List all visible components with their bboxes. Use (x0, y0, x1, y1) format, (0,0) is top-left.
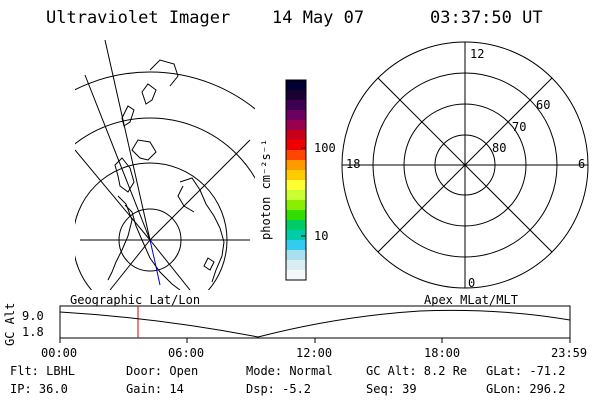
polar-label-6: 6 (578, 157, 586, 171)
colorbar-segment (286, 190, 306, 201)
polar-label-0: 0 (468, 276, 476, 290)
time-label: 03:37:50 UT (430, 8, 543, 28)
colorbar-segment (286, 100, 306, 111)
timeline-tick-0: 00:00 (41, 346, 78, 360)
timeline-tick-1: 06:00 (168, 346, 205, 360)
timeline-y-bottom: 1.8 (22, 325, 44, 339)
info-mode: Mode: Normal (246, 364, 333, 378)
timeline-axis-title: GC Alt (3, 302, 17, 346)
colorbar-segment (286, 150, 306, 161)
colorbar-tick-10: 10 (314, 229, 329, 243)
colorbar-segment (286, 210, 306, 221)
info-ip: IP: 36.0 (10, 382, 68, 396)
timeline-left-label: Geographic Lat/Lon (70, 293, 201, 307)
polar-lat-80: 80 (492, 141, 507, 155)
info-dsp: Dsp: -5.2 (246, 382, 312, 396)
timeline-tick-3: 18:00 (424, 346, 461, 360)
timeline-plot (59, 305, 571, 343)
date-label: 14 May 07 (272, 8, 365, 28)
altitude-curve (59, 309, 571, 338)
instrument-title: Ultraviolet Imager (46, 8, 231, 28)
colorbar-border (285, 79, 307, 281)
info-gain: Gain: 14 (126, 382, 184, 396)
colorbar (285, 79, 307, 281)
colorbar-segment (286, 260, 306, 271)
colorbar-segment (286, 80, 306, 91)
geographic-map (75, 40, 255, 290)
polar-lat-60: 60 (536, 98, 551, 112)
info-glat: GLat: -71.2 (486, 364, 566, 378)
info-glon: GLon: 296.2 (486, 382, 566, 396)
colorbar-segment (286, 110, 306, 121)
track-line (149, 239, 161, 286)
colorbar-segment (286, 240, 306, 251)
info-gc-alt: GC Alt: 8.2 Re (366, 364, 468, 378)
polar-label-18: 18 (346, 157, 361, 171)
polar-grid (341, 41, 589, 289)
colorbar-segment (286, 120, 306, 131)
info-door: Door: Open (126, 364, 199, 378)
colorbar-segment (286, 220, 306, 231)
polar-lat-70: 70 (512, 120, 527, 134)
colorbar-segment (286, 130, 306, 141)
colorbar-segment (286, 250, 306, 261)
timeline-tick-4: 23:59 (551, 346, 588, 360)
colorbar-segment (286, 230, 306, 241)
colorbar-segment (286, 180, 306, 191)
colorbar-tick-100: 100 (314, 141, 336, 155)
info-flt: Flt: LBHL (10, 364, 76, 378)
colorbar-segment (286, 170, 306, 181)
colorbar-segment (286, 200, 306, 211)
timeline-right-label: Apex MLat/MLT (424, 293, 518, 307)
colorbar-segment (286, 160, 306, 171)
timeline-tick-2: 12:00 (296, 346, 333, 360)
timeline-y-top: 9.0 (22, 309, 44, 323)
colorbar-segment (286, 270, 306, 281)
colorbar-segment (286, 90, 306, 101)
polar-label-12: 12 (470, 47, 485, 61)
colorbar-unit-label: photon cm⁻²s⁻¹ (259, 138, 273, 240)
info-seq: Seq: 39 (366, 382, 417, 396)
colorbar-segment (286, 140, 306, 151)
